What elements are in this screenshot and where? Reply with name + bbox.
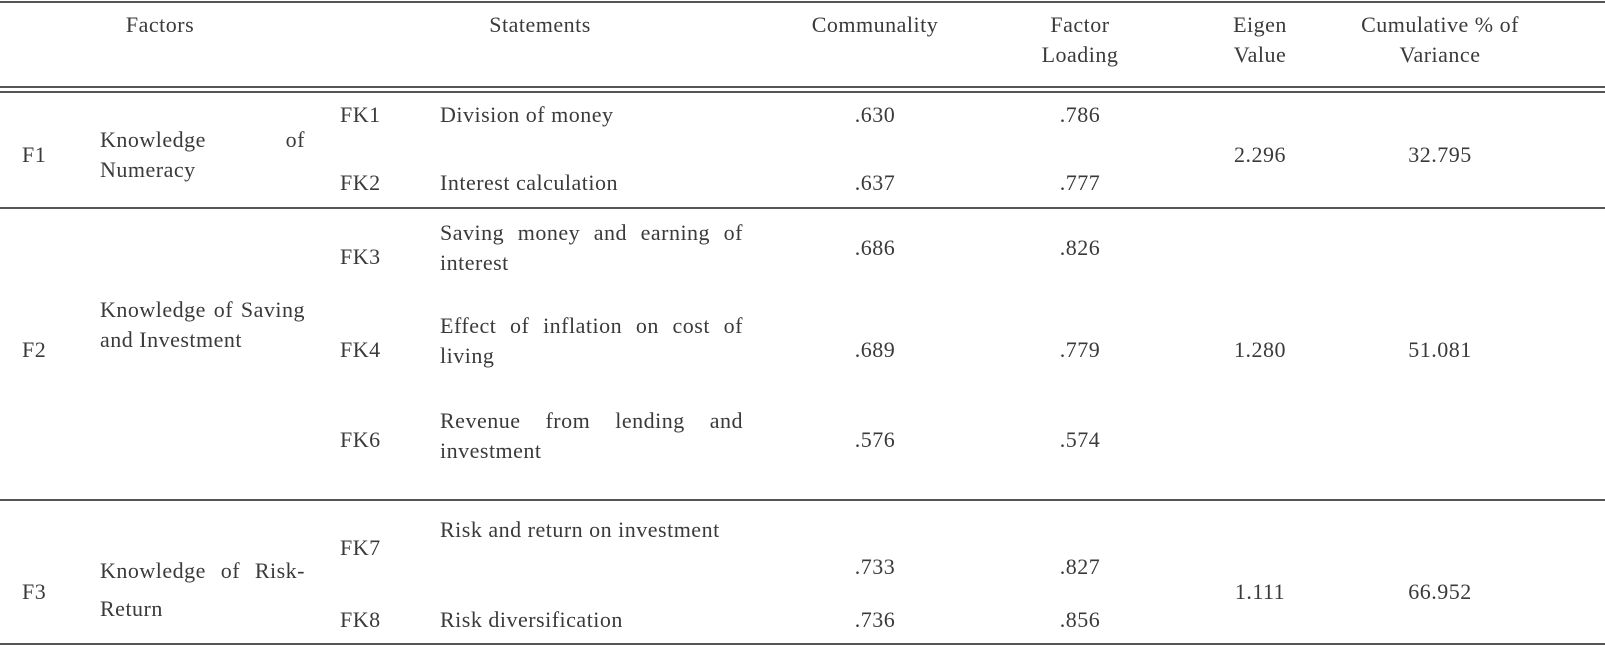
header-cell: Cumulative % of Variance	[1361, 12, 1519, 67]
communality: .736	[854, 607, 896, 632]
eigen-value: 2.296	[1234, 142, 1286, 167]
communality: .630	[854, 102, 896, 127]
factor-loading: .827	[1059, 554, 1101, 579]
top-rule	[0, 1, 1605, 3]
group-rule	[0, 499, 1605, 501]
item-code: FK1	[340, 102, 381, 127]
factor-loading: .574	[1059, 427, 1101, 452]
cumulative: 32.795	[1408, 142, 1472, 167]
header-cell: Factor Loading	[1041, 12, 1119, 67]
factor-loading: .779	[1059, 337, 1101, 362]
statement: Saving money and earning of interest	[440, 220, 743, 275]
header-cell: Communality	[811, 12, 939, 37]
eigen-value: 1.111	[1234, 579, 1286, 604]
item-code: FK2	[340, 170, 381, 195]
factor-id: F3	[22, 579, 47, 604]
header-cell: Statements	[489, 12, 591, 37]
item-code: FK7	[340, 535, 381, 560]
header-rule	[0, 86, 1605, 88]
group-rule	[0, 207, 1605, 209]
header-cell: Factors	[125, 12, 195, 37]
factor-loading: .856	[1059, 607, 1101, 632]
cumulative: 51.081	[1408, 337, 1472, 362]
communality: .686	[854, 235, 896, 260]
header-cell: Eigen Value	[1233, 12, 1287, 67]
bottom-rule	[0, 643, 1605, 645]
statement: Risk and return on investment	[440, 517, 720, 542]
factor-name: Knowledge of Saving and Investment	[100, 297, 305, 352]
communality: .637	[854, 170, 896, 195]
factor-loading: .777	[1059, 170, 1101, 195]
factor-id: F2	[22, 337, 47, 362]
statement: Division of money	[440, 102, 614, 127]
item-code: FK3	[340, 244, 381, 269]
item-code: FK4	[340, 337, 381, 362]
statement: Revenue from lending and investment	[440, 408, 743, 463]
communality: .576	[854, 427, 896, 452]
item-code: FK8	[340, 607, 381, 632]
eigen-value: 1.280	[1234, 337, 1286, 362]
communality: .689	[854, 337, 896, 362]
statement: Interest calculation	[440, 170, 618, 195]
item-code: FK6	[340, 427, 381, 452]
statement: Effect of inflation on cost of living	[440, 313, 743, 368]
factor-name: Knowledge of Risk-Return	[100, 558, 305, 621]
factor-id: F1	[22, 142, 47, 167]
statement: Risk diversification	[440, 607, 623, 632]
factor-name: Knowledge of Numeracy	[100, 127, 305, 182]
header-rule	[0, 91, 1605, 93]
factor-loading: .786	[1059, 102, 1101, 127]
communality: .733	[854, 554, 896, 579]
factor-loading: .826	[1059, 235, 1101, 260]
cumulative: 66.952	[1408, 579, 1472, 604]
